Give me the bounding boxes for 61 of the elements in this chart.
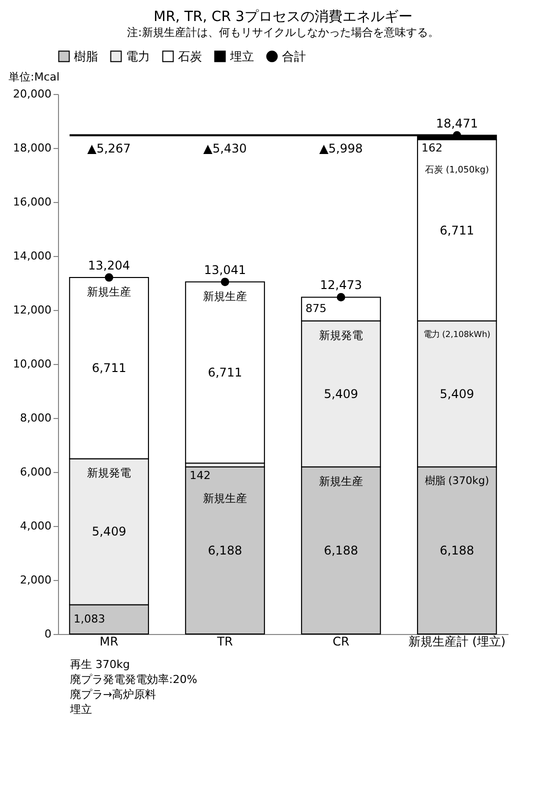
data-label: 12,473 bbox=[320, 278, 362, 292]
text: 廃プラ→高炉原料 bbox=[70, 687, 158, 702]
data-label: 6,188 bbox=[324, 543, 358, 558]
text: 再生 370kg bbox=[70, 657, 131, 672]
y-tick-label: 2,000 bbox=[20, 574, 52, 586]
point bbox=[220, 278, 230, 286]
data-label: 13,204 bbox=[88, 258, 130, 272]
y-tick-label: 14,000 bbox=[13, 250, 52, 262]
y-tick-label: 12,000 bbox=[13, 304, 52, 316]
y-tick-label: 8,000 bbox=[20, 412, 52, 424]
legend-label: 電力 bbox=[126, 49, 150, 64]
data-label: 6,711 bbox=[92, 361, 126, 376]
annotation: 新規生産 bbox=[203, 492, 248, 505]
annotation: ▲5,430 bbox=[203, 141, 247, 156]
annotation: 新規発電 bbox=[318, 328, 363, 342]
y-tick-label: 20,000 bbox=[13, 88, 52, 100]
data-label: 875 bbox=[306, 302, 327, 316]
data-label: 5,409 bbox=[440, 386, 474, 401]
data-label: 162 bbox=[422, 141, 443, 154]
annotation: 新規生産 bbox=[203, 290, 248, 303]
annotation: 石炭 (1,050kg) bbox=[425, 164, 489, 176]
point bbox=[104, 273, 114, 282]
y-tick-label: 10,000 bbox=[13, 358, 52, 370]
y-tick-label: 18,000 bbox=[13, 142, 52, 154]
text: 注:新規生産計は、何もリサイクルしなかった場合を意味する。 bbox=[127, 26, 439, 39]
text: 埋立 bbox=[70, 702, 93, 717]
data-label: 18,471 bbox=[436, 116, 478, 130]
annotation: 樹脂 (370kg) bbox=[424, 474, 490, 487]
data-label: 6,188 bbox=[208, 543, 242, 558]
annotation: ▲5,267 bbox=[87, 141, 131, 156]
annotation: 電力 (2,108kWh) bbox=[424, 328, 490, 339]
y-tick-label: 4,000 bbox=[20, 520, 52, 532]
annotation: 新規生産 bbox=[318, 474, 363, 488]
data-label: 5,409 bbox=[92, 524, 126, 539]
bar bbox=[185, 466, 265, 634]
y-tick-label: 0 bbox=[44, 628, 52, 640]
legend-label: 樹脂 bbox=[74, 49, 98, 64]
y-tick-label: 16,000 bbox=[13, 196, 52, 208]
annotation: 新規生産 bbox=[87, 286, 132, 299]
legend-label: 石炭 bbox=[178, 49, 202, 64]
bar bbox=[185, 281, 265, 464]
data-label: 6,711 bbox=[208, 365, 242, 380]
legend-label: 合計 bbox=[282, 49, 306, 64]
y-axis-title: 単位:Mcal bbox=[8, 70, 60, 84]
x-tick-label: TR bbox=[216, 634, 233, 648]
annotation: 新規発電 bbox=[87, 466, 132, 480]
legend-label: 埋立 bbox=[229, 49, 254, 64]
data-label: 6,188 bbox=[440, 543, 474, 558]
data-label: 1,083 bbox=[74, 612, 106, 626]
chart-title: MR, TR, CR 3プロセスの消費エネルギー bbox=[154, 9, 412, 25]
data-label: 142 bbox=[190, 469, 211, 482]
text: 廃プラ発電発電効率:20% bbox=[70, 672, 198, 687]
point bbox=[336, 293, 346, 302]
data-label: 6,711 bbox=[440, 223, 474, 238]
x-tick-label: MR bbox=[100, 634, 118, 648]
x-tick-label: CR bbox=[332, 634, 350, 648]
data-label: 5,409 bbox=[324, 386, 358, 401]
data-label: 13,041 bbox=[204, 262, 246, 277]
annotation: ▲5,998 bbox=[319, 141, 363, 156]
y-tick-label: 6,000 bbox=[20, 466, 52, 478]
x-tick-label: 新規生産計 (埋立) bbox=[408, 634, 506, 648]
